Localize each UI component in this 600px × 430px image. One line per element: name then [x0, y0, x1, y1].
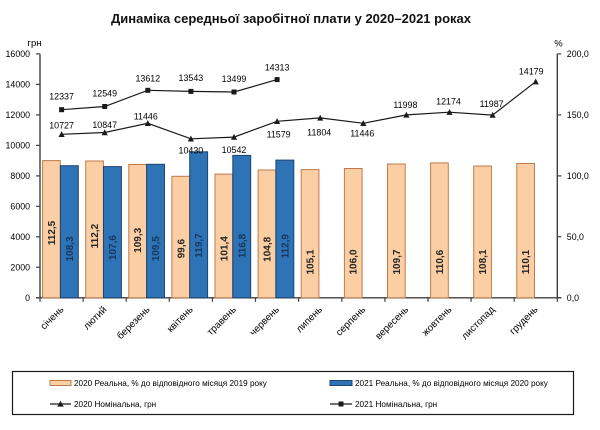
svg-text:108,1: 108,1: [478, 249, 489, 274]
svg-text:12000: 12000: [6, 110, 31, 120]
svg-text:12337: 12337: [49, 92, 74, 102]
svg-text:липень: липень: [294, 304, 325, 335]
svg-text:6000: 6000: [10, 201, 30, 211]
svg-text:2020 Реальна, % до відповідног: 2020 Реальна, % до відповідного місяця 2…: [74, 379, 268, 388]
svg-text:11804: 11804: [307, 128, 331, 138]
svg-text:109,5: 109,5: [151, 236, 162, 261]
svg-text:жовтень: жовтень: [420, 304, 454, 338]
svg-text:12549: 12549: [92, 89, 117, 99]
svg-text:10000: 10000: [6, 141, 31, 151]
svg-text:березень: березень: [115, 304, 152, 341]
svg-text:104,8: 104,8: [263, 236, 274, 261]
svg-text:2021 Реальна, % до відповідног: 2021 Реальна, % до відповідного місяця 2…: [355, 379, 549, 388]
svg-text:109,3: 109,3: [133, 227, 144, 252]
svg-text:травень: травень: [205, 304, 239, 338]
svg-text:101,4: 101,4: [219, 236, 230, 261]
svg-text:150,0: 150,0: [567, 110, 589, 120]
svg-text:10727: 10727: [49, 121, 74, 131]
svg-text:4000: 4000: [10, 232, 30, 242]
svg-text:10430: 10430: [179, 145, 204, 155]
svg-text:грн: грн: [28, 38, 42, 49]
svg-text:13612: 13612: [135, 74, 160, 84]
svg-text:червень: червень: [248, 304, 282, 338]
svg-text:50,0: 50,0: [567, 232, 584, 242]
svg-text:16000: 16000: [6, 49, 31, 59]
svg-text:серпень: серпень: [334, 304, 368, 338]
svg-text:10542: 10542: [222, 145, 247, 155]
svg-text:10847: 10847: [92, 120, 117, 130]
svg-text:11579: 11579: [267, 129, 291, 139]
svg-text:14179: 14179: [519, 67, 544, 77]
svg-text:11446: 11446: [350, 129, 374, 139]
svg-text:2021 Номінальна, грн: 2021 Номінальна, грн: [355, 400, 437, 409]
svg-text:2020 Номінальна, грн: 2020 Номінальна, грн: [74, 400, 156, 409]
svg-text:грудень: грудень: [508, 304, 541, 337]
svg-text:112,9: 112,9: [280, 234, 291, 259]
svg-text:109,7: 109,7: [392, 249, 403, 274]
svg-text:0: 0: [25, 293, 30, 303]
svg-text:14000: 14000: [6, 80, 31, 90]
svg-text:листопад: листопад: [460, 304, 498, 342]
svg-text:110,1: 110,1: [521, 249, 532, 274]
svg-text:лютий: лютий: [82, 304, 110, 332]
svg-text:11987: 11987: [480, 99, 504, 109]
svg-text:105,1: 105,1: [306, 249, 317, 274]
svg-text:11446: 11446: [134, 112, 158, 122]
svg-text:119,7: 119,7: [194, 233, 205, 258]
svg-text:116,8: 116,8: [237, 233, 248, 258]
svg-text:110,6: 110,6: [435, 249, 446, 274]
svg-text:вересень: вересень: [373, 304, 411, 342]
svg-text:13543: 13543: [179, 73, 204, 83]
svg-text:112,5: 112,5: [47, 220, 58, 245]
svg-text:112,2: 112,2: [90, 223, 101, 248]
svg-text:108,3: 108,3: [65, 236, 76, 261]
svg-text:106,0: 106,0: [349, 249, 360, 274]
svg-text:січень: січень: [39, 304, 67, 332]
svg-text:%: %: [554, 39, 563, 50]
svg-text:200,0: 200,0: [567, 49, 589, 59]
svg-text:0,0: 0,0: [567, 293, 579, 303]
svg-text:99,6: 99,6: [176, 239, 187, 259]
svg-text:2000: 2000: [10, 262, 30, 272]
svg-text:12174: 12174: [436, 97, 461, 107]
svg-text:13499: 13499: [222, 74, 247, 84]
svg-text:квітень: квітень: [165, 304, 195, 334]
svg-text:107,6: 107,6: [108, 235, 119, 260]
svg-text:14313: 14313: [265, 63, 290, 73]
svg-text:11998: 11998: [393, 100, 417, 110]
svg-text:8000: 8000: [10, 171, 30, 181]
svg-text:100,0: 100,0: [567, 171, 589, 181]
